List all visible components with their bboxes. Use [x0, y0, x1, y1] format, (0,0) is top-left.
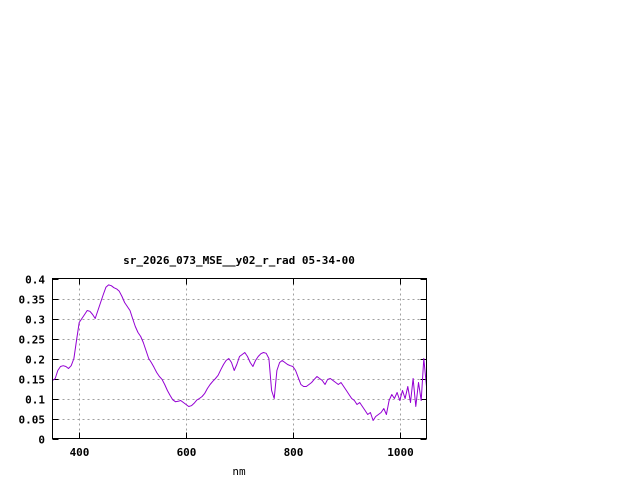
y-tick-label: 0.3	[25, 314, 45, 327]
y-tick-label: 0.25	[19, 334, 46, 347]
y-tick-label: 0.05	[19, 414, 46, 427]
series-line	[52, 284, 427, 421]
y-tick-label: 0.35	[19, 294, 46, 307]
y-tick-label: 0.2	[25, 354, 45, 367]
x-axis-label: nm	[232, 465, 246, 478]
plot-frame	[52, 278, 427, 439]
y-tick-label: 0.1	[25, 394, 45, 407]
series-lines	[52, 284, 427, 421]
y-tick-label: 0.4	[25, 274, 45, 287]
x-tick-label: 600	[177, 446, 197, 459]
y-tick-label: 0.15	[19, 374, 46, 387]
y-tick-label: 0	[38, 434, 45, 447]
x-tick-label: 1000	[387, 446, 414, 459]
x-tick-labels: 400 600 800 1000	[70, 446, 414, 459]
chart-title: sr_2026_073_MSE__y02_r_rad 05-34-00	[123, 254, 355, 267]
x-tick-label: 800	[284, 446, 304, 459]
x-tick-label: 400	[70, 446, 90, 459]
grid-lines	[52, 278, 427, 439]
y-tick-labels: 0 0.05 0.1 0.15 0.2 0.25 0.3 0.35 0.4	[19, 274, 46, 447]
